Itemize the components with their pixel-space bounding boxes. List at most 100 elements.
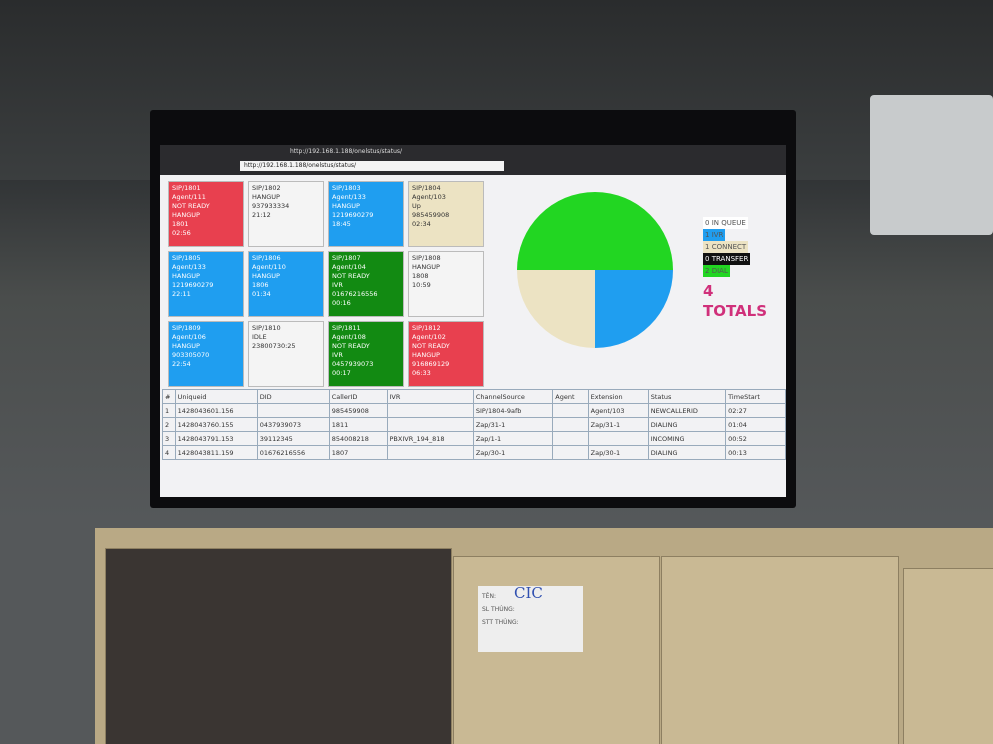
tile-line: NOT READY	[332, 342, 370, 350]
column-header: ChannelSource	[472, 389, 554, 404]
table-cell: DIALING	[647, 445, 727, 460]
tile-line: 02:56	[172, 229, 191, 237]
tile-line: Agent/106	[172, 333, 206, 341]
tile-line: 00:17	[332, 369, 351, 377]
tile-line: 23800730:25	[252, 342, 296, 350]
address-bar[interactable]: http://192.168.1.188/onelstus/status/	[240, 161, 504, 171]
table-header-row: # Uniqueid DID CallerID IVR ChannelSource Agen…	[162, 389, 786, 404]
browser-bar: http://192.168.1.188/onelstus/status/ ht…	[160, 145, 786, 175]
cabinet-door	[903, 568, 993, 744]
table-cell: Agent/103	[587, 403, 649, 418]
column-header: Status	[647, 389, 727, 404]
tile-line: HANGUP	[172, 272, 200, 280]
table-cell: 2	[162, 417, 176, 432]
calls-table: # Uniqueid DID CallerID IVR ChannelSource Agen…	[162, 389, 786, 460]
legend-item: 0 IN QUEUE	[703, 217, 767, 229]
table-cell: 985459908	[328, 403, 388, 418]
tile-line: Agent/133	[172, 263, 206, 271]
tile-line: Agent/110	[252, 263, 286, 271]
extension-tile: SIP/1807 Agent/104 NOT READY IVR 01676216556…	[328, 251, 404, 317]
legend-count: 0	[705, 255, 710, 263]
tile-line: HANGUP	[172, 211, 200, 219]
paper-label: CIC TÊN: SL THÙNG: STT THÙNG:	[478, 586, 583, 652]
tile-line: 21:12	[252, 211, 271, 219]
legend-count: 0	[705, 219, 710, 227]
air-conditioner	[870, 95, 993, 235]
legend-label: IVR	[711, 231, 724, 239]
table-cell: PBXIVR_194_818	[386, 431, 474, 446]
cabinet: CIC TÊN: SL THÙNG: STT THÙNG:	[95, 528, 993, 744]
table-cell: Zap/30-1	[587, 445, 649, 460]
table-cell: 1	[162, 403, 176, 418]
table-cell	[552, 431, 589, 446]
totals: 4 TOTALS	[703, 281, 767, 321]
tile-line: Agent/103	[412, 193, 446, 201]
tile-line: Agent/108	[332, 333, 366, 341]
tile-line: NOT READY	[412, 342, 450, 350]
tile-line: Agent/104	[332, 263, 366, 271]
open-shelf	[105, 548, 452, 744]
column-header: Agent	[552, 389, 589, 404]
tile-line: 22:11	[172, 290, 191, 298]
table-cell	[552, 403, 589, 418]
legend-chip: 0 IN QUEUE	[703, 217, 748, 229]
tile-line: SIP/1811	[332, 324, 361, 332]
tile-line: HANGUP	[172, 342, 200, 350]
tile-line: 18:45	[332, 220, 351, 228]
legend-count: 1	[705, 231, 710, 239]
table-cell: 1428043760.155	[174, 417, 258, 432]
table-cell: Zap/31-1	[587, 417, 649, 432]
cabinet-door	[661, 556, 899, 744]
legend-count: 1	[705, 243, 710, 251]
extension-tile: SIP/1809 Agent/106 HANGUP 903305070 22:54	[168, 321, 244, 387]
screen: http://192.168.1.188/onelstus/status/ ht…	[160, 145, 786, 497]
tile-line: SIP/1812	[412, 324, 441, 332]
total-count: 4	[703, 282, 714, 300]
tile-line: SIP/1806	[252, 254, 281, 262]
table-cell: NEWCALLERID	[647, 403, 727, 418]
legend-label: IN QUEUE	[711, 219, 746, 227]
tile-line: 06:33	[412, 369, 431, 377]
column-header: TimeStart	[725, 389, 786, 404]
legend-item: 1 IVR	[703, 229, 767, 241]
column-header: #	[162, 389, 176, 404]
tile-line: SIP/1803	[332, 184, 361, 192]
table-wrap: # Uniqueid DID CallerID IVR ChannelSource Agen…	[162, 389, 786, 460]
tile-line: SIP/1809	[172, 324, 201, 332]
tile-line: HANGUP	[332, 202, 360, 210]
legend-label: DIAL	[711, 267, 728, 275]
legend-label: TRANSFER	[711, 255, 749, 263]
tile-line: 1808	[412, 272, 429, 280]
column-header: IVR	[386, 389, 474, 404]
table-cell: 3	[162, 431, 176, 446]
tile-line: SIP/1801	[172, 184, 201, 192]
legend-item: 2 DIAL	[703, 265, 767, 277]
table-cell: DIALING	[647, 417, 727, 432]
table-cell: 0437939073	[256, 417, 330, 432]
tile-line: HANGUP	[252, 272, 280, 280]
column-header: CallerID	[328, 389, 388, 404]
extension-tile: SIP/1812 Agent/102 NOT READY HANGUP 91686912…	[408, 321, 484, 387]
extension-tile: SIP/1808 HANGUP 1808 10:59	[408, 251, 484, 317]
tile-line: 01:34	[252, 290, 271, 298]
legend-item: 1 CONNECT	[703, 241, 767, 253]
tile-line: NOT READY	[172, 202, 210, 210]
tile-line: 1801	[172, 220, 189, 228]
extension-tile: SIP/1810 IDLE 23800730:25	[248, 321, 324, 387]
table-cell: Zap/30-1	[472, 445, 554, 460]
table-cell: 39112345	[256, 431, 330, 446]
tile-line: 0457939073	[332, 360, 374, 368]
table-cell	[386, 403, 474, 418]
tile-line: 985459908	[412, 211, 450, 219]
tile-line: 10:59	[412, 281, 431, 289]
tile-line: HANGUP	[412, 351, 440, 359]
tile-line: 01676216556	[332, 290, 378, 298]
column-header: Extension	[587, 389, 649, 404]
tile-line: SIP/1810	[252, 324, 281, 332]
tile-line: IVR	[332, 281, 343, 289]
tile-line: 02:34	[412, 220, 431, 228]
extension-tile: SIP/1805 Agent/133 HANGUP 1219690279 22:11	[168, 251, 244, 317]
table-row: 2 1428043760.155 0437939073 1811 Zap/31-1 Zap…	[162, 417, 786, 432]
table-cell	[386, 417, 474, 432]
